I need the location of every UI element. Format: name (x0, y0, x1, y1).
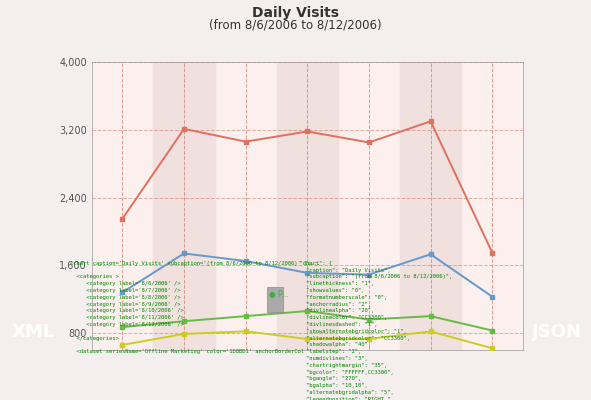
Direct (180, 319, 187, 324)
Direct (489, 328, 496, 333)
Text: ● P...: ● P... (269, 290, 288, 298)
Online Marketing (119, 290, 126, 295)
Online Marketing (365, 272, 372, 277)
Paid Search (365, 336, 372, 341)
Direct (427, 314, 434, 318)
Line: Online Marketing: Online Marketing (120, 251, 495, 299)
Line: Offline Marketing: Offline Marketing (120, 119, 495, 255)
Text: Daily Visits: Daily Visits (252, 6, 339, 20)
Text: <chart caption='Daily Visits' subcaption='(from 8/6/2006 to 8/12/2006)' li...

 : <chart caption='Daily Visits' subcaption… (70, 261, 320, 354)
Offline Marketing (304, 129, 311, 134)
Line: Paid Search: Paid Search (120, 329, 495, 351)
Line: Direct: Direct (120, 309, 495, 333)
Offline Marketing (180, 126, 187, 131)
Paid Search (180, 332, 187, 336)
Online Marketing (180, 251, 187, 256)
Offline Marketing (427, 119, 434, 124)
Bar (277, 62, 338, 350)
Text: (from 8/6/2006 to 8/12/2006): (from 8/6/2006 to 8/12/2006) (209, 18, 382, 31)
Bar (267, 287, 283, 312)
Online Marketing (489, 294, 496, 299)
Online Marketing (427, 252, 434, 257)
Online Marketing (304, 270, 311, 275)
Text: JSON: JSON (532, 323, 582, 341)
Offline Marketing (119, 216, 126, 221)
Direct (304, 309, 311, 314)
Paid Search (489, 346, 496, 351)
Paid Search (304, 336, 311, 341)
Paid Search (119, 342, 126, 347)
Direct (242, 314, 249, 318)
Text: XML: XML (12, 323, 55, 341)
Offline Marketing (365, 140, 372, 145)
Bar (153, 62, 215, 350)
Paid Search (427, 329, 434, 334)
Offline Marketing (242, 139, 249, 144)
Paid Search (242, 329, 249, 334)
Direct (119, 325, 126, 330)
Offline Marketing (489, 250, 496, 255)
Direct (365, 317, 372, 322)
Online Marketing (242, 259, 249, 264)
Text: "chart": {
    "caption": "Daily Visits",
    "subcaption": "(from 8/6/2006 to 8: "chart": { "caption": "Daily Visits", "s… (293, 261, 452, 400)
Bar (400, 62, 462, 350)
